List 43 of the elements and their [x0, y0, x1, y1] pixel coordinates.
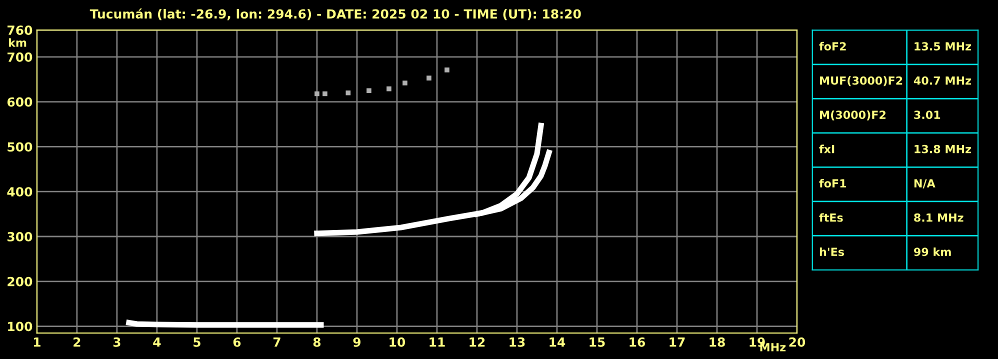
y-tick-label: 400 — [7, 187, 32, 197]
text: 13.8 MHz — [914, 144, 972, 154]
y-tick-label: 500 — [8, 142, 32, 152]
x-tick-label: 16 — [630, 337, 646, 347]
chart-title: Tucumán (lat: -26.9, lon: 294.6) - DATE: 2025 02 10 - TIME (UT): 18:20 — [90, 8, 581, 20]
x-tick-label: 15 — [590, 338, 605, 347]
x-tick-label: 14 — [550, 338, 566, 347]
text: h'Es — [820, 247, 844, 256]
text: 13.5 MHz — [914, 42, 972, 51]
x-tick-label: 5 — [194, 338, 200, 347]
x-tick-label: 4 — [153, 338, 161, 347]
y-axis-title: km — [8, 38, 26, 47]
y-tick-label: 600 — [7, 97, 32, 107]
text: foF1 — [819, 178, 846, 188]
text: foF2 — [819, 42, 846, 51]
text: ftEs — [819, 213, 843, 222]
y-tick-label: 700 — [8, 52, 32, 62]
x-tick-label: 12 — [470, 337, 485, 347]
text: 8.1 MHz — [914, 213, 964, 222]
x-tick-label: 11 — [430, 338, 445, 347]
x-tick-label: 10 — [390, 337, 406, 347]
x-tick-label: 17 — [670, 338, 685, 347]
y-tick-label: 300 — [8, 232, 32, 242]
text: MUF(3000)F2 — [820, 76, 902, 86]
x-tick-label: 18 — [710, 337, 725, 347]
x-tick-label: 13 — [510, 337, 525, 347]
x-tick-label: 8 — [313, 337, 321, 347]
x-tick-label: 20 — [789, 337, 806, 347]
y-tick-label: 100 — [8, 322, 32, 332]
x-tick-label: 6 — [233, 337, 241, 347]
text: fxI — [819, 144, 834, 154]
y-tick-label: 200 — [8, 276, 32, 286]
x-tick-label: 3 — [113, 337, 120, 347]
text: 3.01 — [914, 110, 940, 120]
text: N/A — [914, 179, 936, 188]
x-tick-label: 9 — [353, 337, 361, 347]
text: 40.7 MHz — [914, 76, 972, 85]
text: 99 km — [914, 247, 951, 256]
text: M(3000)F2 — [820, 110, 886, 120]
y-tick-label: 760 — [8, 25, 32, 35]
x-tick-label: 1 — [34, 338, 40, 347]
x-tick-label: 2 — [74, 337, 80, 347]
x-tick-label: 7 — [273, 338, 280, 347]
